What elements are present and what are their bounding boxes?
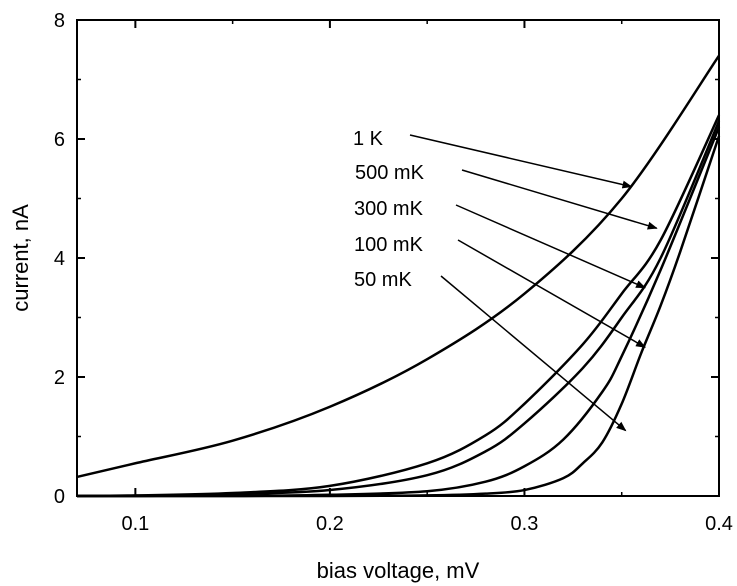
curve-label-arrow (457, 239, 646, 348)
y-axis-title: current, nA (8, 204, 33, 312)
x-tick-label: 0.4 (705, 513, 733, 535)
curve-label: 500 mK (355, 162, 425, 184)
curve-label: 1 K (353, 128, 384, 150)
curve-label-arrow (455, 204, 646, 289)
curve-label: 50 mK (354, 269, 412, 291)
plot-frame (76, 19, 720, 497)
y-tick-label: 8 (54, 10, 65, 32)
x-tick-label: 0.1 (121, 513, 149, 535)
curve-label-arrow (440, 275, 627, 432)
x-tick-label: 0.3 (511, 513, 539, 535)
curve-label-arrow (409, 134, 633, 189)
x-tick-label: 0.2 (316, 513, 344, 535)
y-tick-label: 0 (54, 486, 65, 508)
curve-label: 100 mK (354, 234, 424, 256)
curve-label: 300 mK (354, 198, 424, 220)
x-axis-title: bias voltage, mV (317, 558, 480, 583)
y-tick-label: 6 (54, 129, 65, 151)
y-tick-label: 4 (54, 248, 65, 270)
y-tick-label: 2 (54, 367, 65, 389)
series-line (77, 135, 721, 498)
series-line (76, 54, 721, 479)
curve-label-arrow (461, 169, 658, 230)
